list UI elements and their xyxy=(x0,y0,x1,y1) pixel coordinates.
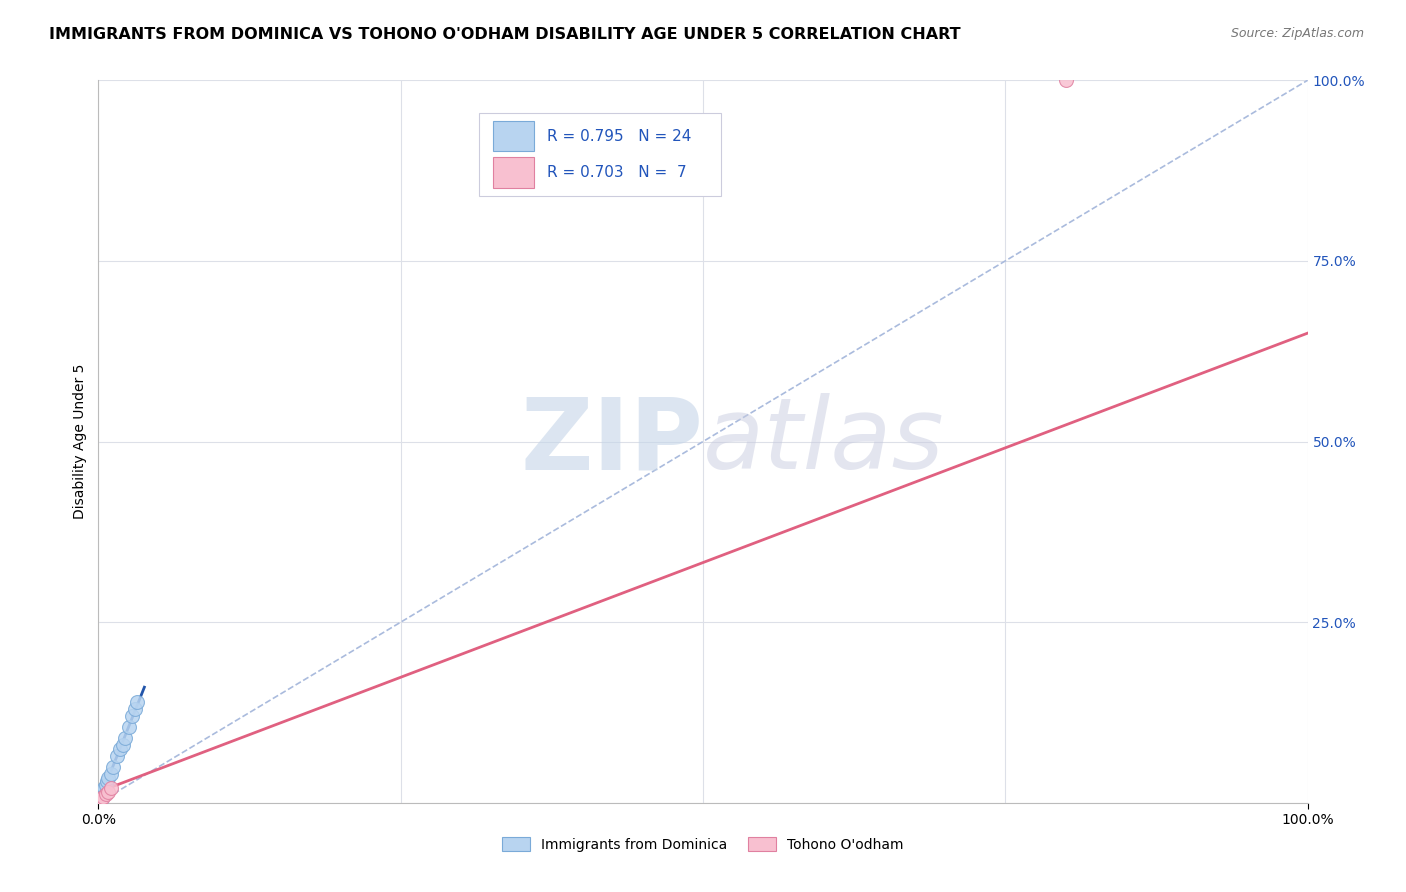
Point xyxy=(91,787,114,801)
Point xyxy=(100,767,122,781)
Point xyxy=(111,738,134,752)
Point xyxy=(108,741,131,756)
FancyBboxPatch shape xyxy=(492,120,534,152)
Point xyxy=(90,792,112,806)
Point xyxy=(90,792,112,806)
Text: ZIP: ZIP xyxy=(520,393,703,490)
Point xyxy=(121,709,143,723)
FancyBboxPatch shape xyxy=(479,112,721,196)
Text: IMMIGRANTS FROM DOMINICA VS TOHONO O'ODHAM DISABILITY AGE UNDER 5 CORRELATION CH: IMMIGRANTS FROM DOMINICA VS TOHONO O'ODH… xyxy=(49,27,960,42)
Point xyxy=(118,720,141,734)
Point xyxy=(90,790,112,805)
Point xyxy=(97,771,120,785)
Point xyxy=(97,785,120,799)
Point xyxy=(89,794,111,808)
Point xyxy=(90,791,112,805)
Text: R = 0.795   N = 24: R = 0.795 N = 24 xyxy=(547,128,692,144)
Text: R = 0.703   N =  7: R = 0.703 N = 7 xyxy=(547,165,686,180)
Point xyxy=(114,731,136,745)
Point xyxy=(94,778,117,792)
Point xyxy=(1054,73,1077,87)
Point xyxy=(89,794,111,808)
Point xyxy=(124,702,146,716)
Point xyxy=(89,794,111,808)
Point xyxy=(90,793,112,807)
Legend: Immigrants from Dominica, Tohono O'odham: Immigrants from Dominica, Tohono O'odham xyxy=(496,831,910,857)
Point xyxy=(91,785,114,799)
Point xyxy=(90,790,112,805)
Point xyxy=(94,787,117,801)
Point xyxy=(93,781,115,796)
Y-axis label: Disability Age Under 5: Disability Age Under 5 xyxy=(73,364,87,519)
Text: Source: ZipAtlas.com: Source: ZipAtlas.com xyxy=(1230,27,1364,40)
Point xyxy=(91,789,114,803)
Point xyxy=(100,781,122,796)
Point xyxy=(127,695,149,709)
Point xyxy=(96,774,118,789)
Point xyxy=(101,760,124,774)
Point xyxy=(105,748,128,763)
Text: atlas: atlas xyxy=(703,393,945,490)
FancyBboxPatch shape xyxy=(492,157,534,188)
Point xyxy=(91,790,114,805)
